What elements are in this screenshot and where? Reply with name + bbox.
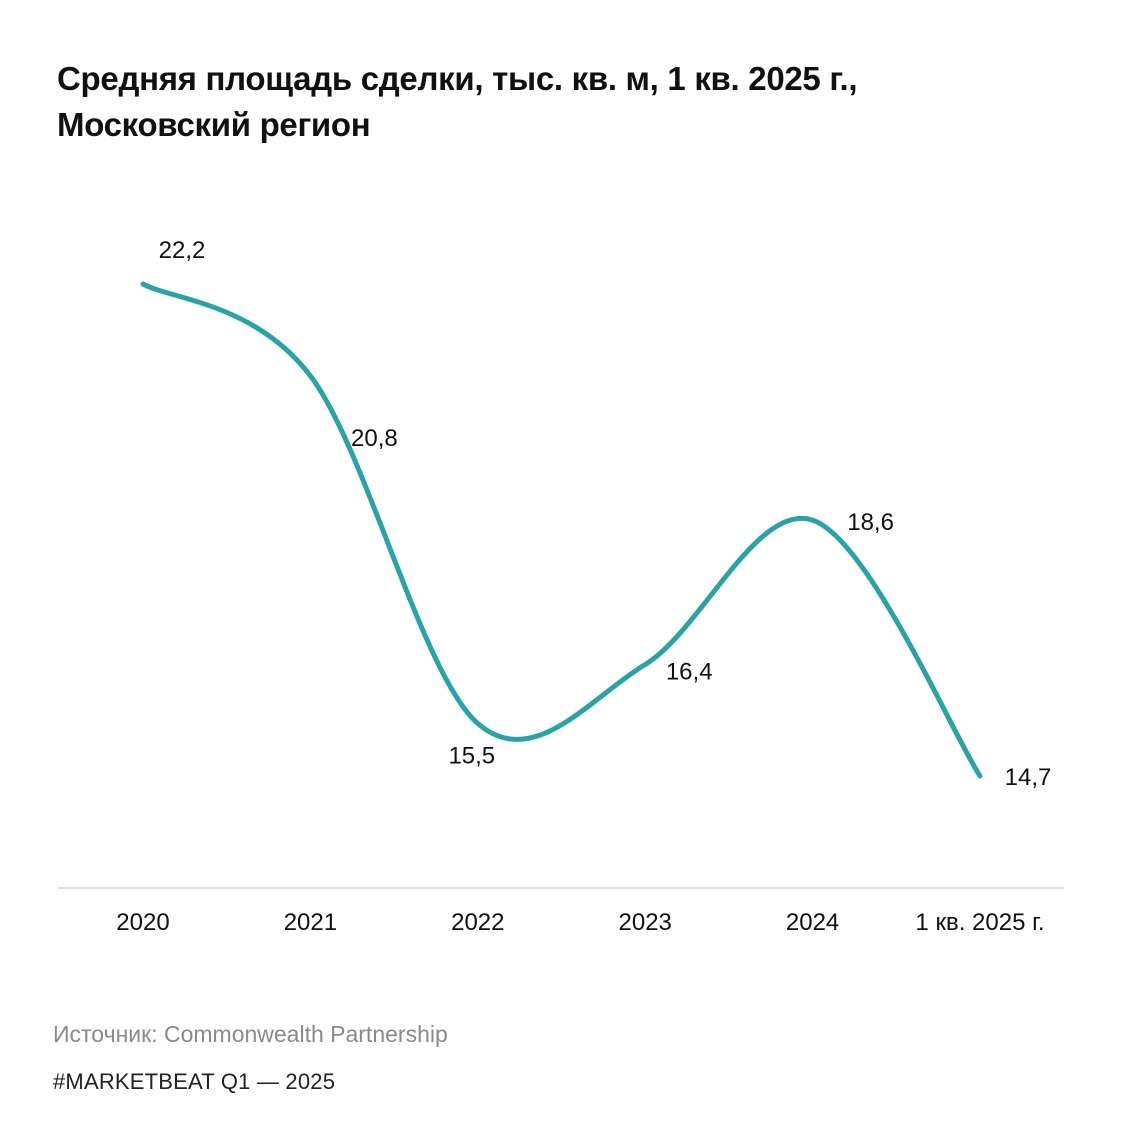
chart-title-line-2: Московский регион <box>57 106 371 143</box>
x-tick-label: 2021 <box>284 909 337 936</box>
data-label: 14,7 <box>1005 764 1052 791</box>
data-label: 15,5 <box>448 743 495 770</box>
x-tick-label: 2024 <box>786 909 839 936</box>
series-line <box>140 281 983 779</box>
footer-tag: #MARKETBEAT Q1 — 2025 <box>53 1069 336 1094</box>
chart-title-line-1: Средняя площадь сделки, тыс. кв. м, 1 кв… <box>57 60 858 97</box>
x-tick-label: 2022 <box>451 909 504 936</box>
x-tick-label: 2020 <box>116 909 169 936</box>
chart-title: Средняя площадь сделки, тыс. кв. м, 1 кв… <box>57 56 1077 148</box>
source-note: Источник: Commonwealth Partnership <box>53 1021 448 1047</box>
data-label: 20,8 <box>351 425 398 452</box>
data-label: 18,6 <box>847 509 894 536</box>
x-tick-label: 2023 <box>619 909 672 936</box>
data-label: 16,4 <box>666 658 713 685</box>
data-label: 22,2 <box>159 237 206 264</box>
x-tick-label: 1 кв. 2025 г. <box>915 909 1044 936</box>
